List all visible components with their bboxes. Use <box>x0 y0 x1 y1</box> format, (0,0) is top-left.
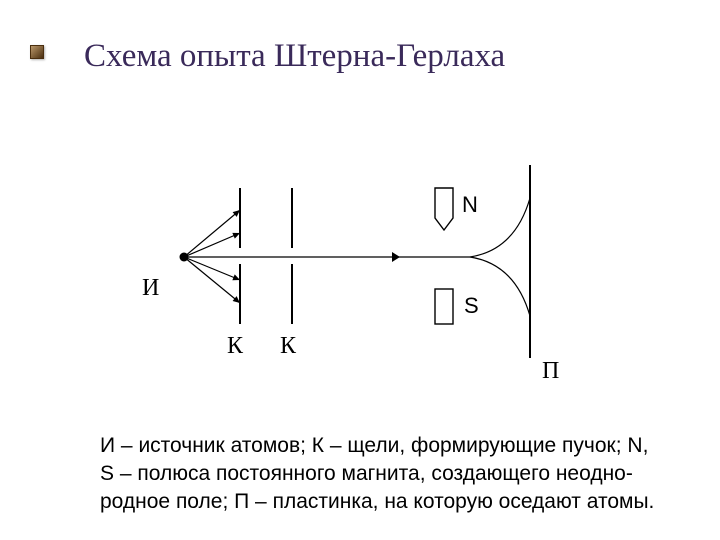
caption-line: S – полюса постоянного магнита, создающе… <box>100 460 654 488</box>
label-pole-S: S <box>462 293 481 319</box>
label-source-I: И <box>140 275 161 302</box>
diagram-caption: И – источник атомов; К – щели, формирующ… <box>100 432 654 516</box>
label-pole-N: N <box>460 192 480 218</box>
caption-line: И – источник атомов; К – щели, формирующ… <box>100 432 654 460</box>
label-plate-P: П <box>540 358 561 385</box>
label-slit-K2: К <box>278 333 298 360</box>
label-slit-K1: К <box>225 333 245 360</box>
caption-line: родное поле; П – пластинка, на которую о… <box>100 488 654 516</box>
